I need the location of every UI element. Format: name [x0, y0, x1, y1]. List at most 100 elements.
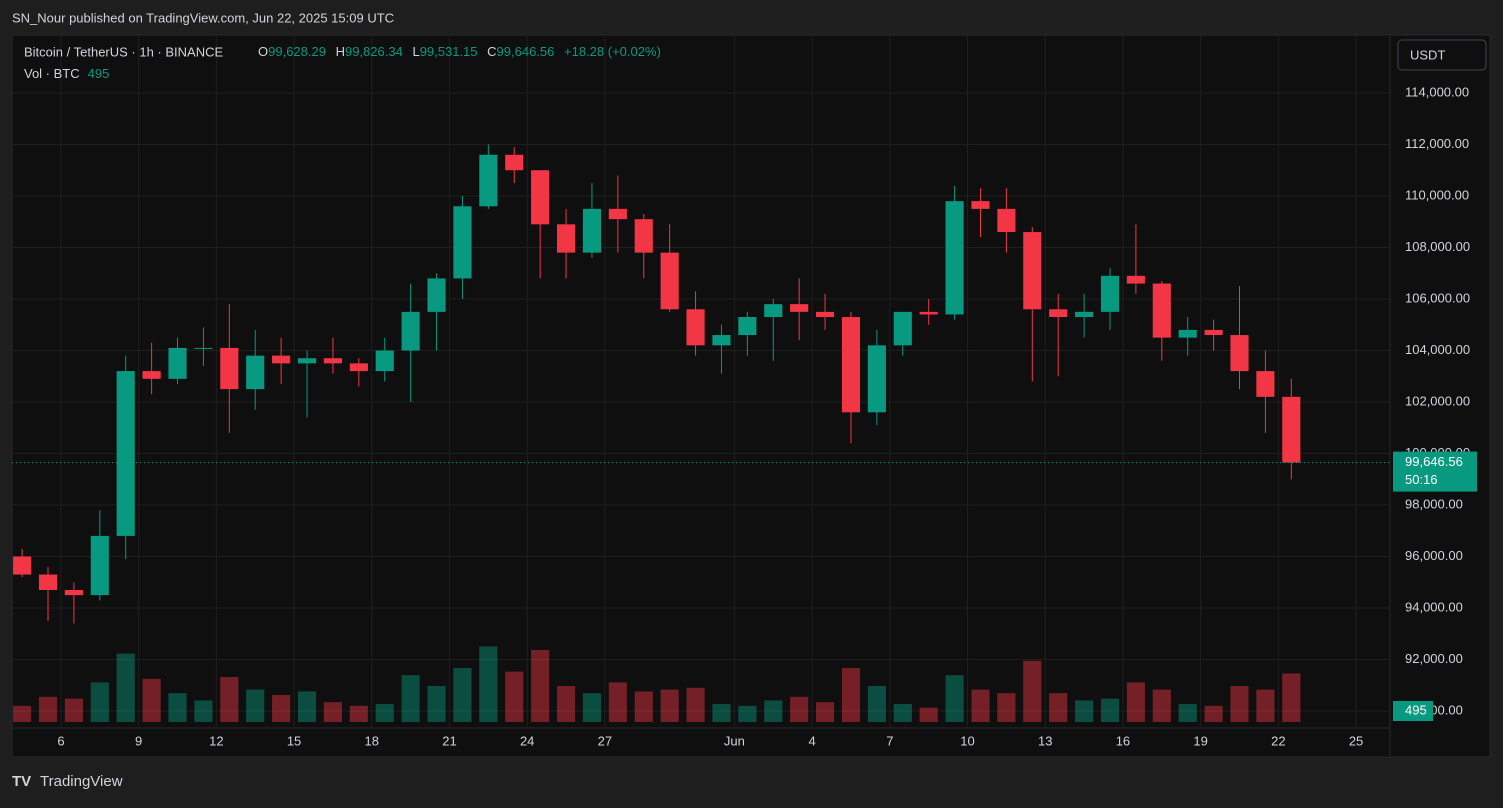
symbol: Bitcoin / TetherUS · 1h · BINANCE — [24, 44, 223, 59]
volume-bar — [1023, 660, 1042, 722]
volume-label: 495 — [1405, 702, 1427, 717]
volume-bar — [194, 700, 213, 722]
y-tick-label: 92,000.00 — [1405, 651, 1463, 666]
volume-bar — [764, 700, 783, 722]
low: 99,531.15 — [420, 44, 478, 59]
volume-bar — [1126, 682, 1145, 722]
candle-body — [1256, 371, 1275, 397]
y-tick-label: 112,000.00 — [1405, 136, 1469, 151]
candle-body — [1204, 329, 1223, 336]
axes: 114,000.00 112,000.00 110,000.00 108,000.00… — [12, 84, 1477, 748]
volume-bar — [64, 698, 83, 722]
logo-mark: TV — [12, 773, 31, 790]
candle-body — [816, 311, 835, 318]
volume-bar — [634, 691, 653, 722]
candle-body — [453, 206, 472, 279]
currency-button[interactable] — [1397, 39, 1487, 71]
candle-body — [919, 311, 938, 315]
volume — [13, 646, 1301, 722]
candle-body — [893, 311, 912, 346]
volume-bar — [531, 650, 550, 722]
volume-bar — [738, 705, 757, 722]
x-tick-label: 21 — [442, 733, 456, 748]
volume-bar — [608, 682, 627, 722]
volume-bar — [893, 704, 912, 722]
x-tick-label: 24 — [520, 733, 534, 748]
volume-bar — [686, 687, 705, 722]
l-label: L — [412, 44, 419, 59]
candle-body — [582, 208, 602, 253]
x-tick-label: 7 — [886, 733, 893, 748]
candle-body — [168, 347, 187, 379]
x-tick-label: 12 — [209, 733, 223, 748]
candle-body — [246, 355, 265, 390]
candle-body — [349, 363, 368, 372]
y-tick-label: 110,000.00 — [1405, 187, 1469, 202]
x-tick-label: 15 — [287, 733, 301, 748]
x-tick-label: 18 — [365, 733, 379, 748]
volume-bar — [1256, 689, 1275, 722]
publisher: SN_Nour published on TradingView.com, Ju… — [12, 10, 394, 25]
volume-bar — [1282, 673, 1301, 722]
ohlc: O99,628.29 H99,826.34 L99,531.15 C99,646… — [258, 44, 661, 59]
volume-bar — [38, 696, 58, 722]
x-tick-label: 13 — [1038, 733, 1052, 748]
volume-bar — [427, 686, 446, 722]
currency[interactable]: USDT — [1410, 47, 1445, 62]
volume-bar — [220, 677, 239, 722]
last-price-label: 99,646.56 — [1405, 454, 1463, 469]
volume-bar — [945, 675, 964, 722]
volume-bar — [1100, 698, 1120, 722]
candle-body — [1282, 396, 1301, 463]
volume-bar — [660, 689, 679, 722]
candle-body — [790, 304, 809, 312]
candle-body — [64, 589, 83, 596]
countdown: 50:16 — [1405, 472, 1438, 487]
x-tick-label: 27 — [598, 733, 612, 748]
legend: Bitcoin / TetherUS · 1h · BINANCE O99,62… — [24, 44, 661, 81]
volume-bar — [1075, 700, 1094, 722]
vol-label: Vol · BTC 495 — [24, 66, 109, 81]
candle-body — [1023, 232, 1042, 310]
candle-body — [194, 347, 213, 349]
candle-body — [13, 556, 32, 575]
last-price-box — [1393, 451, 1477, 492]
volume-bar — [712, 704, 731, 722]
volume-bar — [816, 702, 835, 722]
candle-body — [323, 358, 342, 364]
brand: TradingView — [40, 773, 123, 790]
volume-bar — [997, 693, 1016, 722]
candle-body — [1100, 275, 1120, 312]
volume-bar — [142, 678, 161, 722]
candle-body — [297, 358, 317, 364]
y-tick-label: 98,000.00 — [1405, 496, 1463, 511]
volume-bar — [790, 696, 809, 722]
candle-body — [90, 535, 109, 596]
candle-body — [1178, 329, 1197, 338]
volume-bar — [1230, 686, 1249, 722]
change: +18.28 (+0.02%) — [564, 44, 661, 59]
volume-bar — [323, 702, 342, 722]
y-tick-label: 104,000.00 — [1405, 342, 1470, 357]
candle-body — [660, 252, 679, 310]
x-tick-label: 22 — [1271, 733, 1285, 748]
candle-body — [712, 335, 731, 346]
high: 99,826.34 — [345, 44, 403, 59]
volume-bar — [1152, 689, 1171, 722]
volume-bar — [479, 646, 498, 722]
y-tick-label: 108,000.00 — [1405, 239, 1470, 254]
y-tick-label: 96,000.00 — [1405, 548, 1463, 563]
vol-title: Vol · BTC — [24, 66, 80, 81]
candle-body — [142, 371, 161, 379]
candle-body — [1230, 335, 1249, 372]
candle-body — [608, 208, 627, 220]
candle-body — [505, 154, 524, 171]
candle-body — [634, 219, 653, 253]
x-tick-label: 6 — [57, 733, 64, 748]
volume-bar — [168, 693, 187, 722]
y-tick-label: 114,000.00 — [1405, 84, 1469, 99]
candle-body — [997, 208, 1016, 233]
close: 99,646.56 — [497, 44, 555, 59]
volume-bar — [116, 653, 135, 722]
candle-body — [556, 224, 576, 253]
